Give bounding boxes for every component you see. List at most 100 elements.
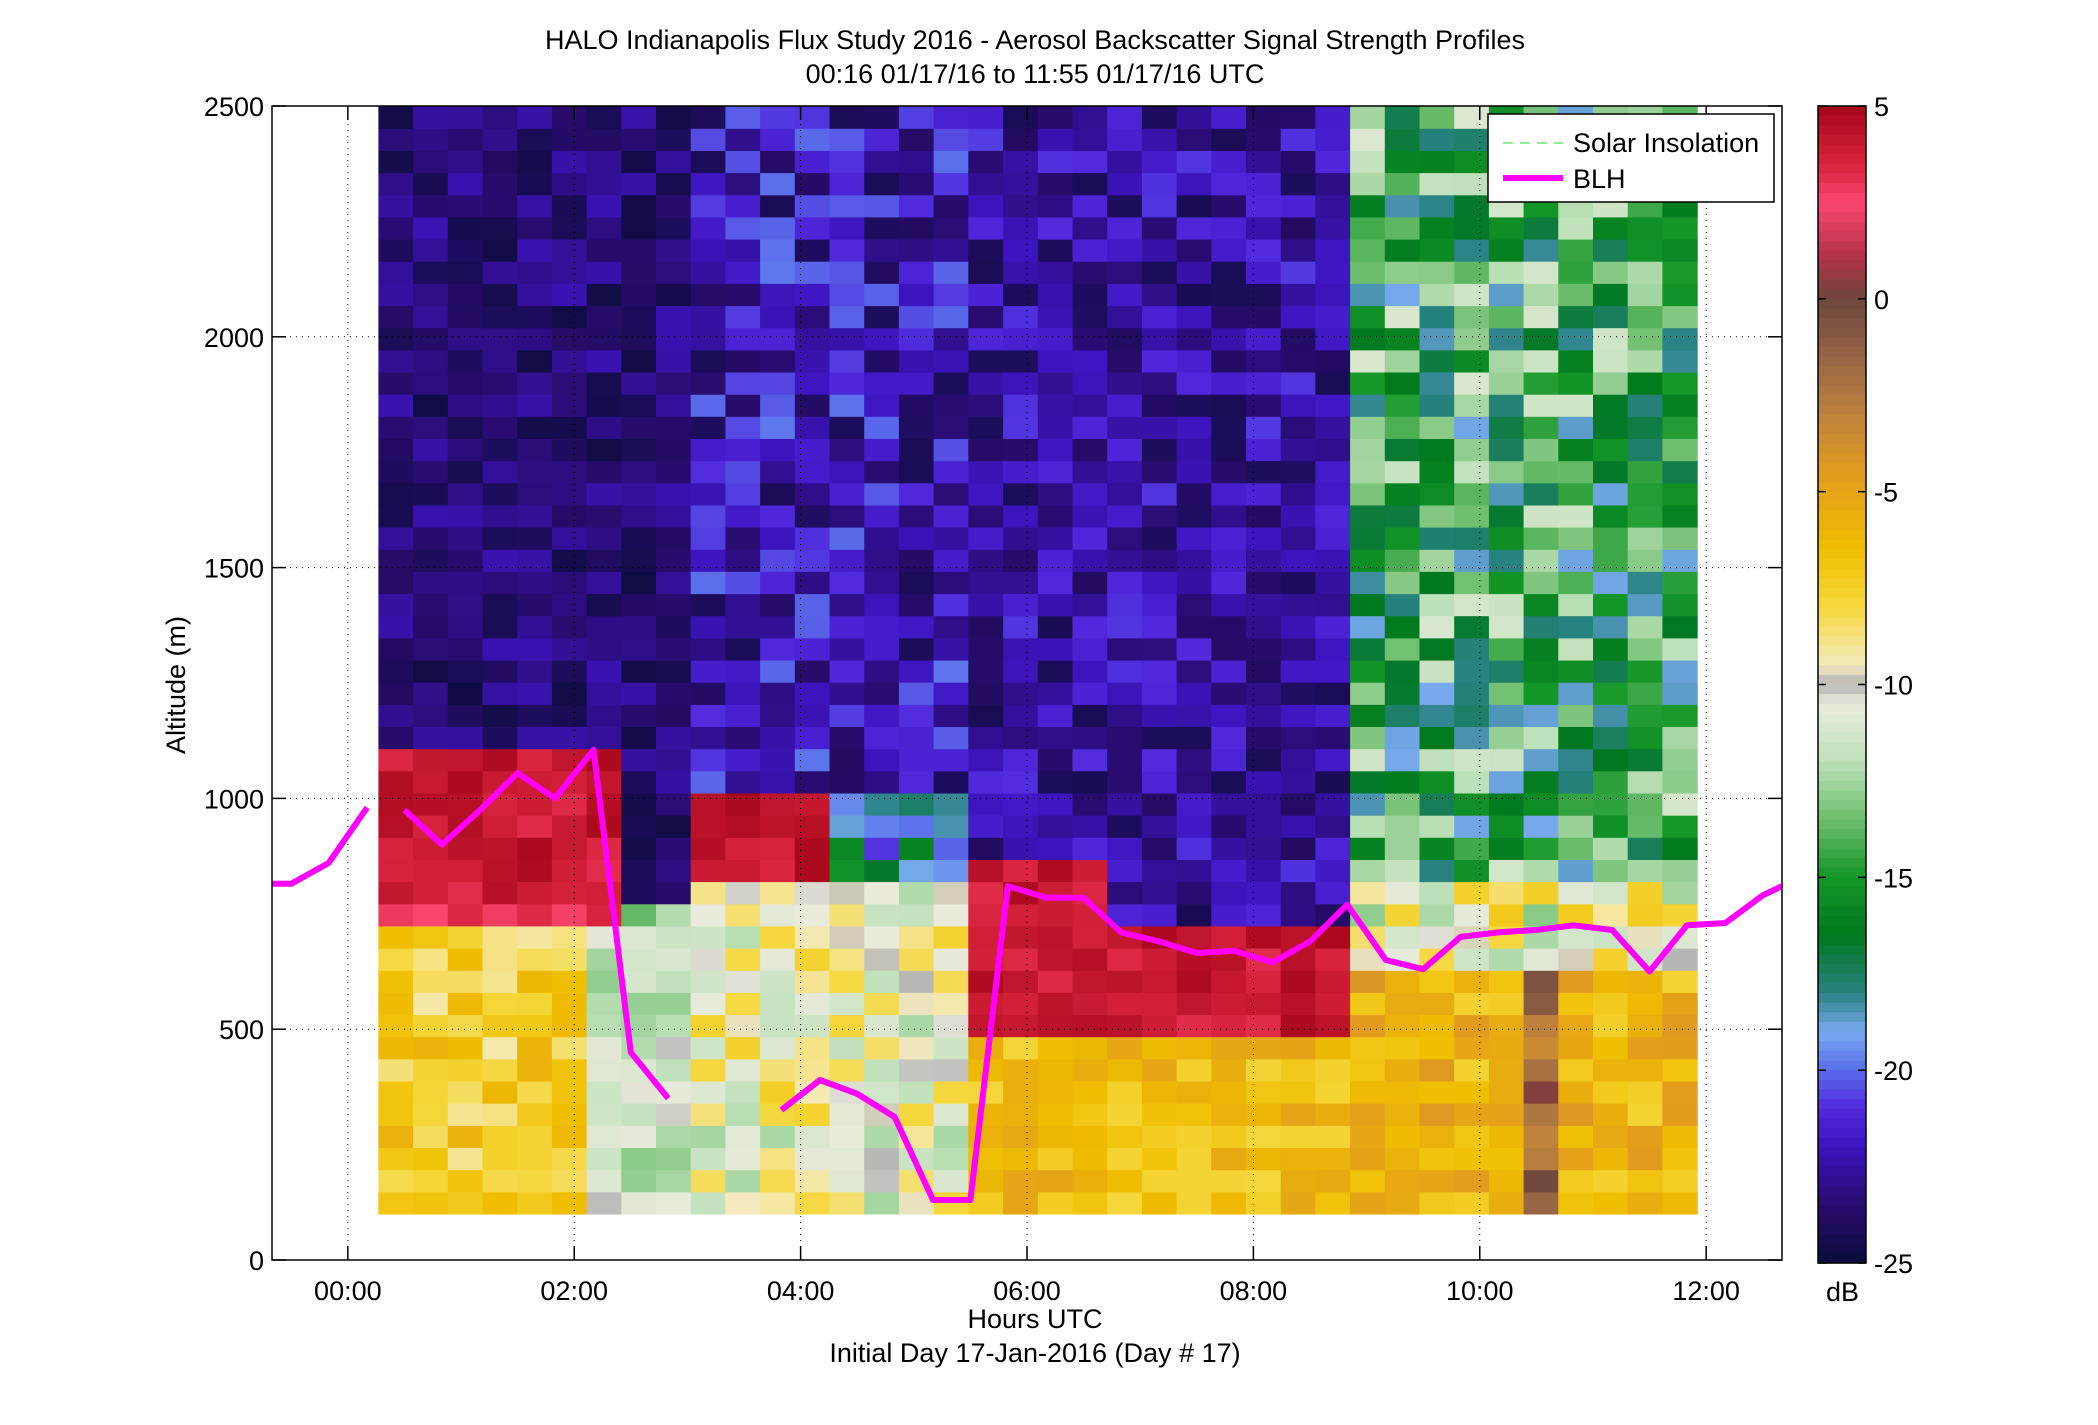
heatmap-cell [1384, 238, 1421, 262]
heatmap-cell [1246, 1080, 1282, 1104]
colorbar-strip [1818, 867, 1866, 878]
heatmap-cell [725, 1058, 761, 1082]
heatmap-cell [482, 460, 518, 484]
heatmap-cell [898, 128, 935, 151]
heatmap-cell [794, 903, 831, 927]
heatmap-cell [1003, 128, 1039, 151]
heatmap-cell [1488, 283, 1525, 307]
heatmap-cell [1003, 327, 1039, 351]
heatmap-cell [378, 527, 414, 550]
heatmap-cell [725, 150, 761, 174]
heatmap-cell [447, 748, 484, 772]
heatmap-cell [933, 460, 969, 484]
heatmap-cell [1141, 837, 1178, 860]
heatmap-cell [1419, 1147, 1455, 1171]
heatmap-cell [1107, 881, 1143, 905]
heatmap-cell [725, 371, 761, 395]
heatmap-cell [551, 593, 588, 617]
heatmap-cell [864, 416, 900, 439]
heatmap-cell [1593, 637, 1629, 661]
heatmap-cell [1419, 460, 1455, 484]
heatmap-cell [482, 1080, 518, 1104]
heatmap-cell [1246, 815, 1282, 838]
heatmap-cell [1315, 1169, 1351, 1193]
heatmap-cell [1454, 394, 1490, 417]
heatmap-cell [968, 504, 1004, 528]
heatmap-cell [1627, 549, 1663, 572]
heatmap-cell [1315, 704, 1351, 727]
heatmap-cell [1315, 1147, 1351, 1171]
heatmap-cell [1315, 637, 1351, 661]
heatmap-cell [1350, 238, 1386, 262]
heatmap-cell [864, 881, 900, 905]
heatmap-cell [1107, 748, 1143, 772]
heatmap-cell [1107, 1080, 1143, 1104]
heatmap-cell [933, 682, 969, 705]
heatmap-cell [1141, 527, 1178, 550]
heatmap-cell [968, 704, 1004, 727]
heatmap-cell [1107, 1147, 1143, 1171]
heatmap-cell [898, 216, 935, 240]
heatmap-cell [725, 1014, 761, 1038]
heatmap-cell [1488, 1191, 1525, 1215]
heatmap-cell [1454, 948, 1490, 971]
heatmap-cell [1141, 881, 1178, 905]
heatmap-cell [621, 482, 657, 506]
colorbar-strip [1818, 279, 1866, 290]
heatmap-cell [1523, 1080, 1559, 1104]
heatmap-cell [1384, 194, 1421, 218]
heatmap-cell [1107, 283, 1143, 307]
heatmap-cell [621, 1103, 657, 1126]
heatmap-cell [1350, 1014, 1386, 1038]
heatmap-cell [447, 238, 484, 262]
heatmap-cell [413, 504, 449, 528]
heatmap-cell [482, 1103, 518, 1126]
heatmap-cell [690, 371, 726, 395]
heatmap-cell [1003, 371, 1039, 395]
heatmap-cell [1176, 815, 1212, 838]
heatmap-cell [1003, 815, 1039, 838]
heatmap-cell [794, 460, 831, 484]
heatmap-cell [586, 327, 622, 351]
heatmap-cell [1107, 837, 1143, 860]
heatmap-cell [968, 527, 1004, 550]
heatmap-cell [1627, 438, 1663, 462]
heatmap-cell [1593, 1036, 1629, 1060]
heatmap-cell [1037, 903, 1074, 927]
heatmap-cell [1141, 903, 1178, 927]
heatmap-cell [517, 615, 553, 639]
heatmap-cell [1662, 283, 1698, 307]
heatmap-cell [378, 128, 414, 151]
heatmap-cell [1037, 726, 1074, 750]
heatmap-cell [725, 305, 761, 329]
heatmap-cell [482, 1147, 518, 1171]
heatmap-cell [690, 349, 726, 373]
heatmap-cell [1003, 1125, 1039, 1148]
colorbar-tick-label: -10 [1874, 671, 1913, 701]
heatmap-cell [413, 261, 449, 284]
heatmap-cell [378, 371, 414, 395]
heatmap-cell [864, 637, 900, 661]
heatmap-cell [1627, 682, 1663, 705]
heatmap-cell [794, 150, 831, 174]
heatmap-cell [447, 659, 484, 683]
heatmap-cell [1246, 1147, 1282, 1171]
heatmap-cell [898, 682, 935, 705]
heatmap-cell [1488, 792, 1525, 816]
heatmap-cell [1211, 150, 1247, 174]
colorbar-strip [1818, 1089, 1866, 1100]
heatmap-cell [1488, 1036, 1525, 1060]
heatmap-cell [690, 549, 726, 572]
heatmap-cell [1176, 194, 1212, 218]
heatmap-cell [760, 106, 796, 129]
heatmap-cell [1384, 106, 1421, 129]
heatmap-cell [1211, 238, 1247, 262]
heatmap-cell [482, 283, 518, 307]
heatmap-cell [1280, 327, 1316, 351]
heatmap-cell [968, 194, 1004, 218]
heatmap-cell [656, 283, 692, 307]
heatmap-cell [1384, 748, 1421, 772]
heatmap-cell [482, 615, 518, 639]
heatmap-cell [1419, 726, 1455, 750]
heatmap-cell [898, 970, 935, 993]
